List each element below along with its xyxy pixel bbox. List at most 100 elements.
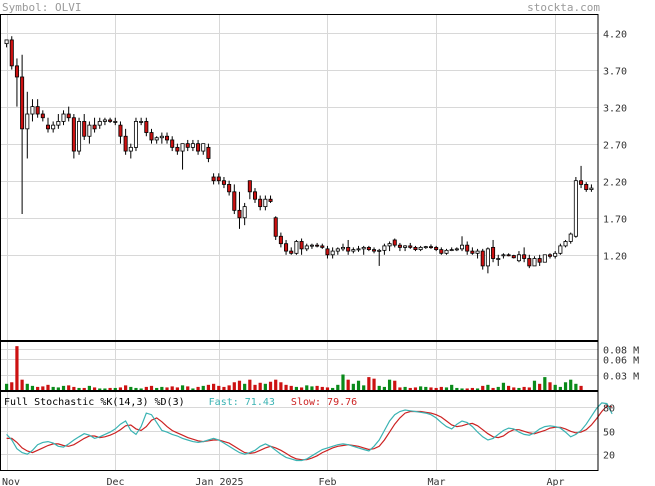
candle-body bbox=[501, 254, 506, 257]
price-tick-label: 1.20 bbox=[603, 252, 627, 263]
price-tick-label: 2.70 bbox=[603, 141, 627, 152]
volume-bar bbox=[351, 383, 355, 390]
x-tick-label: Apr bbox=[546, 477, 564, 486]
volume-bar bbox=[196, 386, 200, 390]
volume-bar bbox=[289, 385, 293, 390]
candle-body bbox=[584, 184, 589, 190]
volume-bar bbox=[61, 385, 66, 390]
candle-body bbox=[506, 254, 511, 257]
candle-body bbox=[589, 187, 594, 190]
volume-bar bbox=[134, 387, 138, 390]
candle-body bbox=[289, 250, 294, 254]
candle-body bbox=[351, 249, 356, 252]
volume-bar bbox=[558, 386, 562, 390]
candle-body bbox=[356, 248, 361, 251]
volume-bar bbox=[175, 387, 179, 390]
candle-body bbox=[82, 121, 87, 137]
volume-bar bbox=[237, 380, 242, 390]
volume-bar bbox=[279, 382, 283, 390]
volume-bar bbox=[548, 382, 552, 390]
volume-bar bbox=[336, 384, 340, 390]
candle-body bbox=[128, 146, 133, 152]
volume-bar bbox=[403, 386, 407, 390]
volume-bar bbox=[538, 383, 542, 390]
volume-bar bbox=[82, 387, 86, 390]
symbol-label: Symbol: OLVI bbox=[2, 1, 82, 14]
volume-bar bbox=[113, 387, 117, 390]
candle-body bbox=[315, 244, 320, 247]
volume-bar bbox=[20, 379, 24, 390]
candle-body bbox=[71, 117, 76, 152]
stochastic-title: Full Stochastic %K(14,3) %D(3) bbox=[4, 397, 185, 408]
candle-body bbox=[522, 254, 527, 259]
candle-body bbox=[485, 248, 490, 267]
volume-bar bbox=[4, 383, 9, 390]
volume-bar bbox=[310, 386, 314, 390]
volume-bar bbox=[77, 387, 81, 390]
candle-body bbox=[532, 258, 537, 267]
panel-border bbox=[0, 341, 599, 391]
volume-bar bbox=[424, 386, 428, 390]
volume-bar bbox=[398, 387, 402, 390]
volume-tick-label: 0.06 M bbox=[603, 356, 639, 367]
volume-bar bbox=[10, 382, 14, 390]
candle-body bbox=[470, 250, 475, 254]
volume-bar bbox=[72, 386, 76, 390]
candle-body bbox=[542, 254, 547, 263]
candle-body bbox=[563, 241, 568, 247]
candle-body bbox=[51, 124, 56, 130]
volume-bar bbox=[144, 386, 148, 390]
volume-bar bbox=[522, 386, 526, 390]
candle-body bbox=[237, 209, 242, 219]
price-tick-label: 3.70 bbox=[603, 67, 627, 78]
candle-body bbox=[491, 246, 496, 259]
candle-body bbox=[97, 121, 102, 126]
price-panel bbox=[4, 36, 594, 274]
price-tick-label: 2.20 bbox=[603, 178, 627, 189]
panel-border bbox=[0, 391, 599, 471]
candle-body bbox=[413, 246, 418, 251]
candle-body bbox=[418, 246, 423, 251]
candle-body bbox=[185, 143, 190, 148]
volume-bar bbox=[574, 383, 578, 390]
stochastic-legend: Full Stochastic %K(14,3) %D(3) Fast: 71.… bbox=[4, 397, 357, 408]
volume-bar bbox=[201, 385, 205, 390]
volume-bar bbox=[243, 383, 247, 390]
candle-body bbox=[278, 235, 283, 245]
candle-body bbox=[444, 249, 449, 254]
volume-bar bbox=[170, 386, 174, 390]
candle-body bbox=[346, 246, 351, 252]
candle-body bbox=[159, 135, 164, 139]
volume-bar bbox=[439, 386, 443, 390]
candle-body bbox=[516, 254, 521, 262]
volume-bar bbox=[284, 384, 288, 390]
slow-label: Slow: 79.76 bbox=[290, 397, 358, 408]
volume-bar bbox=[553, 384, 557, 390]
candle-body bbox=[366, 246, 371, 251]
candle-body bbox=[553, 252, 558, 257]
volume-bar bbox=[346, 379, 350, 390]
volume-bar bbox=[258, 382, 262, 390]
volume-bar bbox=[36, 386, 40, 390]
candle-body bbox=[423, 246, 428, 249]
fast-label: Fast: 71.43 bbox=[208, 397, 275, 408]
candle-body bbox=[113, 121, 118, 123]
volume-panel bbox=[4, 346, 583, 390]
stochastic-tick-label: 80 bbox=[603, 404, 615, 415]
volume-bar bbox=[186, 386, 190, 390]
x-tick-label: Mar bbox=[427, 477, 445, 486]
volume-bar bbox=[455, 387, 459, 390]
candle-body bbox=[154, 137, 159, 141]
candle-body bbox=[454, 248, 459, 251]
candle-body bbox=[190, 143, 195, 148]
volume-bar bbox=[139, 388, 143, 390]
candle-body bbox=[480, 250, 485, 267]
candle-body bbox=[537, 258, 542, 263]
volume-bar bbox=[532, 380, 537, 390]
candle-body bbox=[304, 245, 309, 250]
volume-bar bbox=[450, 384, 454, 390]
candle-body bbox=[397, 244, 402, 248]
volume-bar bbox=[512, 387, 516, 390]
candle-body bbox=[25, 113, 30, 130]
candle-body bbox=[118, 124, 123, 137]
